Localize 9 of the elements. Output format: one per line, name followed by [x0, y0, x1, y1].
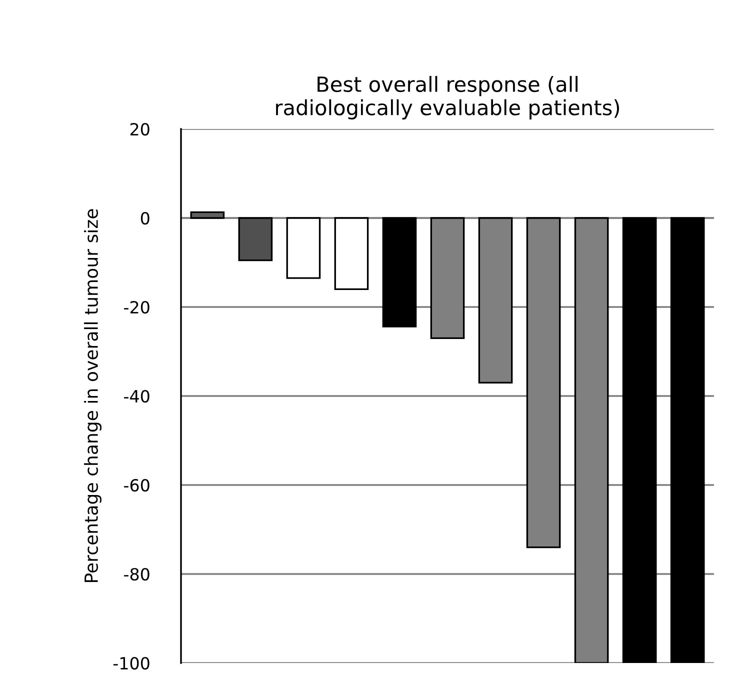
y-tick-label: -80	[124, 568, 150, 581]
chart-title: Best overall response (all radiologically evaluable patients)	[276, 76, 620, 120]
y-tick-label: 0	[140, 212, 150, 225]
y-tick-label: -60	[124, 478, 150, 492]
y-tick-label: -20	[124, 300, 150, 314]
y-tick-label: -40	[124, 390, 150, 403]
y-axis-title: Percentage change in overall tumour size	[84, 209, 102, 582]
y-tick-label: -100	[113, 656, 150, 670]
y-tick-label: 20	[130, 122, 150, 136]
